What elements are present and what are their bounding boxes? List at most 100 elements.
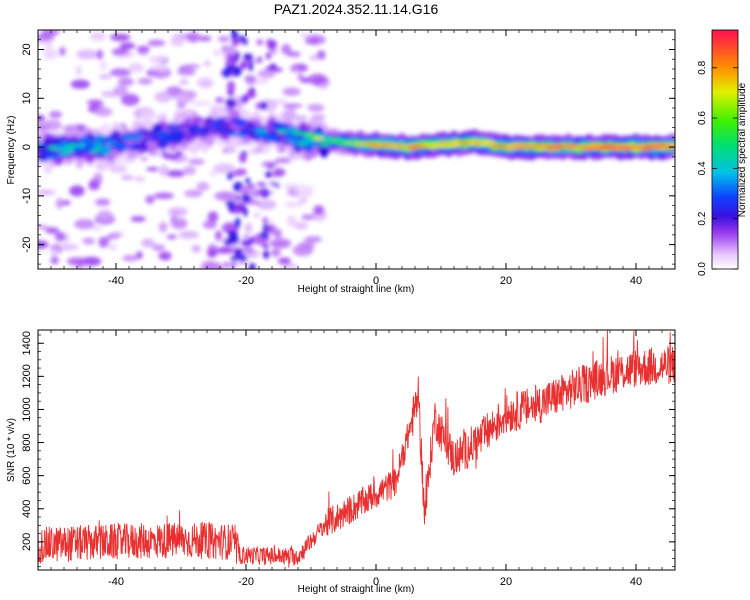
noise-blob [262,244,270,249]
noise-blob [319,83,328,90]
x-tick-label: -20 [238,576,254,588]
ridge-segment [635,145,648,148]
noise-blob [38,224,48,230]
noise-blob [270,181,276,186]
noise-blob [61,200,71,206]
noise-blob [201,81,213,86]
spectrogram-image [38,30,675,269]
ridge-segment [328,139,341,142]
y-tick-label: -10 [21,188,33,204]
noise-blob [248,183,255,188]
noise-blob [226,80,236,93]
ridge-segment [260,136,273,140]
noise-blob [202,220,217,229]
noise-blob [235,217,241,228]
noise-blob [246,90,257,99]
ridge-segment [224,129,237,133]
ridge-segment [234,133,247,138]
ridge-segment [312,136,325,141]
noise-blob [305,39,320,45]
noise-blob [141,238,155,248]
colorbar-tick-label: 0.2 [697,211,708,225]
noise-blob [262,216,268,224]
noise-blob [292,244,313,256]
noise-blob [69,185,85,197]
ridge-segment [214,127,226,131]
noise-blob [145,195,155,204]
noise-blob [207,211,219,223]
noise-blob [244,222,253,234]
noise-blob [166,234,177,240]
noise-blob [98,236,109,248]
noise-blob [191,101,213,106]
noise-blob [93,172,103,181]
ridge-segment [484,142,497,146]
noise-blob [59,243,79,251]
noise-blob [217,35,230,43]
noise-blob [238,35,247,41]
x-tick-label: -40 [108,275,124,287]
ridge-segment [302,132,315,137]
noise-blob [260,102,268,110]
ridge-segment [167,125,180,129]
noise-blob [269,40,277,49]
noise-blob [275,183,280,189]
ridge-segment [406,146,419,150]
ridge-segment [94,134,107,143]
ridge-segment [136,145,148,149]
noise-blob [254,234,261,243]
noise-blob [213,262,224,269]
noise-blob [113,85,129,97]
y-tick-label: 400 [21,500,33,518]
noise-blob [175,94,194,104]
ridge-segment [162,136,174,140]
noise-blob [120,93,140,106]
noise-blob [146,167,159,172]
noise-blob [236,97,242,107]
noise-blob [246,75,257,84]
ridge-segment [266,131,278,135]
ridge-segment [208,124,221,129]
noise-blob [274,157,292,164]
y-tick-label: 10 [21,92,33,104]
noise-blob [281,43,292,55]
noise-blob [231,54,237,67]
noise-blob [226,55,233,65]
noise-blob [183,166,196,175]
noise-blob [170,218,188,229]
noise-blob [225,201,235,206]
noise-blob [110,33,131,42]
noise-blob [230,256,242,261]
noise-blob [227,172,233,180]
ridge-segment [141,129,154,134]
ridge-segment [198,134,211,138]
x-tick-label: 0 [373,576,379,588]
ridge-segment [182,123,195,128]
noise-blob [166,170,185,178]
y-tick-label: 200 [21,533,33,551]
ridge-segment [640,147,653,150]
noise-blob [243,53,254,61]
y-tick-label: -20 [21,237,33,253]
noise-blob [137,78,153,85]
x-tick-label: 20 [500,576,512,588]
noise-blob [90,32,106,41]
ridge-segment [42,150,55,154]
noise-blob [168,207,188,217]
noise-blob [240,254,247,262]
noise-blob [191,245,201,253]
noise-blob [231,30,238,40]
noise-blob [233,247,244,257]
noise-blob [243,234,249,239]
noise-blob [294,222,309,230]
ridge-segment [240,131,252,135]
ridge-segment [89,149,102,153]
noise-blob [49,111,62,119]
noise-blob [154,91,172,103]
noise-blob [158,251,172,261]
ridge-segment [292,131,304,136]
noise-blob [119,42,136,50]
noise-blob [262,250,270,259]
noise-blob [265,171,272,179]
noise-blob [82,237,95,245]
